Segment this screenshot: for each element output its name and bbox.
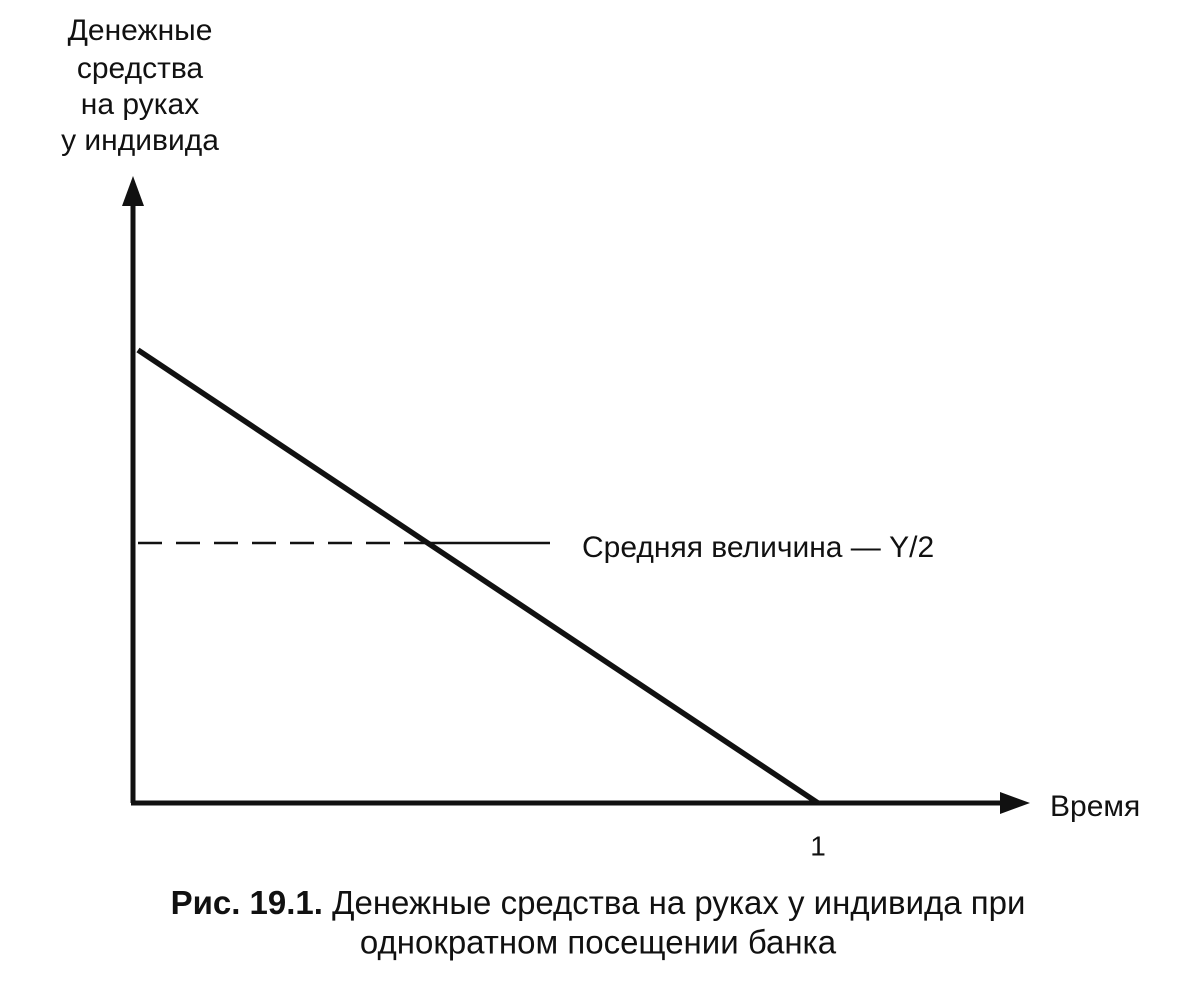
caption-line: однократном посещении банка <box>360 924 837 961</box>
caption-label: Рис. 19.1. <box>171 884 323 921</box>
y-axis-arrow <box>122 176 144 206</box>
y-axis-label-line: у индивида <box>61 124 219 157</box>
x-tick-label: 1 <box>810 830 826 861</box>
caption-line: Рис. 19.1. Денежные средства на руках у … <box>171 884 1026 921</box>
y-axis-label: Денежные средства на руках у индивида <box>61 14 219 157</box>
y-axis-label-line: Денежные <box>68 14 213 47</box>
x-axis-arrow <box>1000 792 1030 814</box>
cash-line <box>136 347 820 806</box>
y-axis-label-line: средства <box>77 52 204 85</box>
x-axis-label: Время <box>1050 790 1140 823</box>
y-axis-label-line: на руках <box>81 88 199 121</box>
annotation: Средняя величина — Y/2 <box>582 531 934 564</box>
caption-text: Денежные средства на руках у индивида пр… <box>332 884 1025 921</box>
